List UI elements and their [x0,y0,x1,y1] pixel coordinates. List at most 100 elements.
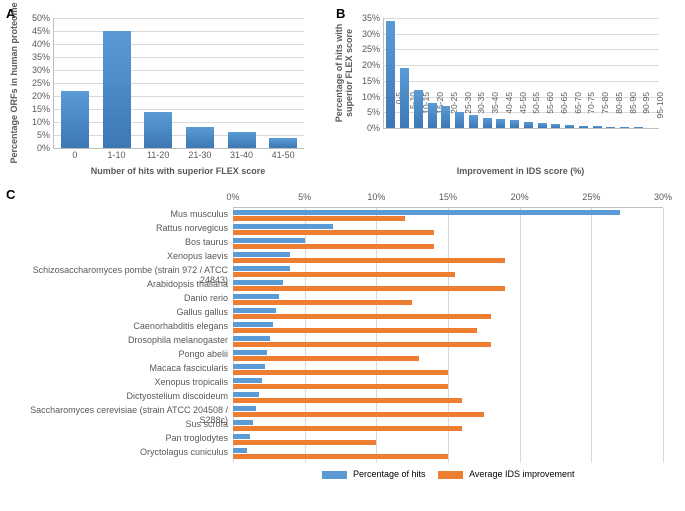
panel-c-bar-blue [233,294,279,299]
panel-c-row [233,252,663,266]
panel-c-bar-orange [233,370,448,375]
panel-b-xtick: 90-95 [641,92,651,132]
panel-b-ytick: 30% [354,29,380,39]
panel-c-bar-orange [233,216,405,221]
panel-a-ytick: 5% [24,130,50,140]
panel-b-ytick: 35% [354,13,380,23]
panel-c-category: Pan troglodytes [10,433,228,443]
panel-c-bar-blue [233,448,247,453]
panel-c-bar-orange [233,328,477,333]
panel-a-bar [61,91,89,148]
panel-c-bar-blue [233,238,305,243]
panel-a-ytick: 35% [24,52,50,62]
legend-swatch-orange [438,471,463,479]
panel-b-ytick: 10% [354,92,380,102]
panel-a-ytick: 20% [24,91,50,101]
panel-a-bar [144,112,172,148]
panel-c-plot: 0%5%10%15%20%25%30%Mus musculusRattus no… [233,207,663,463]
panel-a-bar [103,31,131,148]
panel-a-ytick: 0% [24,143,50,153]
panel-c-category: Danio rerio [10,293,228,303]
panel-c-bar-blue [233,336,270,341]
panel-c-category: Caenorhabditis elegans [10,321,228,331]
panel-c-xtick: 0% [226,192,239,202]
panel-c-bar-blue [233,224,333,229]
legend-label-orange: Average IDS improvement [469,469,574,479]
panel-c-bar-blue [233,406,256,411]
legend-label-blue: Percentage of hits [353,469,426,479]
panel-c-row [233,434,663,448]
panel-b-ytick: 0% [354,123,380,133]
panel-c-bar-blue [233,378,262,383]
panel-c-xtick: 25% [582,192,600,202]
panel-a-plot: 0%5%10%15%20%25%30%35%40%45%50%01-1011-2… [53,18,304,149]
panel-c-bar-orange [233,314,491,319]
panel-c-row [233,238,663,252]
panel-b-y-title: Percentage of hits with superior FLEX sc… [334,13,354,133]
panel-a-ytick: 10% [24,117,50,127]
panel-c-category: Xenopus tropicalis [10,377,228,387]
panel-c-bar-orange [233,258,505,263]
panel-b-plot: 0%5%10%15%20%25%30%35%0-55-1010-1515-202… [383,18,659,129]
panel-c-category: Arabidopsis thaliana [10,279,228,289]
panel-c-category: Drosophila melanogaster [10,335,228,345]
panel-b-xtick: 95-100 [655,92,665,132]
panel-a-xtick: 0 [55,150,95,160]
panel-c-bar-orange [233,412,484,417]
panel-c-category: Xenopus laevis [10,251,228,261]
panel-c-bar-orange [233,440,376,445]
panel-c-category: Oryctolagus cuniculus [10,447,228,457]
panel-c-bar-blue [233,392,259,397]
panel-c-category: Sus scrofa [10,419,228,429]
panel-c-row [233,224,663,238]
panel-c-bar-orange [233,300,412,305]
panel-c-row [233,336,663,350]
panel-c-xtick: 20% [511,192,529,202]
panel-c-row [233,406,663,420]
panel-c-row [233,378,663,392]
panel-c-row [233,392,663,406]
panel-c-bar-blue [233,266,290,271]
panel-a-ytick: 50% [24,13,50,23]
panel-c-category: Pongo abelii [10,349,228,359]
panel-b-x-title: Improvement in IDS score (%) [383,166,658,176]
panel-b-ytick: 15% [354,76,380,86]
panel-c-category: Rattus norvegicus [10,223,228,233]
panel-b-ytick: 5% [354,107,380,117]
panel-a-xtick: 41-50 [263,150,303,160]
panel-c-bar-blue [233,210,620,215]
panel-c-category: Mus musculus [10,209,228,219]
panel-a-xtick: 31-40 [222,150,262,160]
panel-c-row [233,210,663,224]
panel-c-bar-orange [233,398,462,403]
panel-a-bar [228,132,256,148]
panel-a-bar [269,138,297,148]
panel-c-bar-orange [233,342,491,347]
panel-a-xtick: 11-20 [138,150,178,160]
panel-a-ytick: 45% [24,26,50,36]
panel-c-bar-blue [233,280,283,285]
panel-a-ytick: 40% [24,39,50,49]
panel-c: C 0%5%10%15%20%25%30%Mus musculusRattus … [8,189,677,499]
panel-b-xtick: 85-90 [628,92,638,132]
panel-c-bar-orange [233,244,434,249]
panel-c-row [233,448,663,462]
panel-c-bar-orange [233,272,455,277]
panel-c-bar-blue [233,364,265,369]
panel-c-category: Macaca fascicularis [10,363,228,373]
panel-c-bar-blue [233,252,290,257]
panel-c-bar-orange [233,384,448,389]
panel-c-xtick: 10% [367,192,385,202]
panel-c-xtick: 15% [439,192,457,202]
panel-c-bar-blue [233,420,253,425]
panel-c-row [233,280,663,294]
panel-c-row [233,294,663,308]
panel-c-bar-blue [233,434,250,439]
panel-c-row [233,322,663,336]
panel-b: B Percentage of hits with superior FLEX … [338,8,673,183]
panel-c-bar-orange [233,286,505,291]
panel-c-bar-blue [233,322,273,327]
panel-c-xtick: 5% [298,192,311,202]
panel-a-ytick: 25% [24,78,50,88]
panel-c-bar-blue [233,350,267,355]
